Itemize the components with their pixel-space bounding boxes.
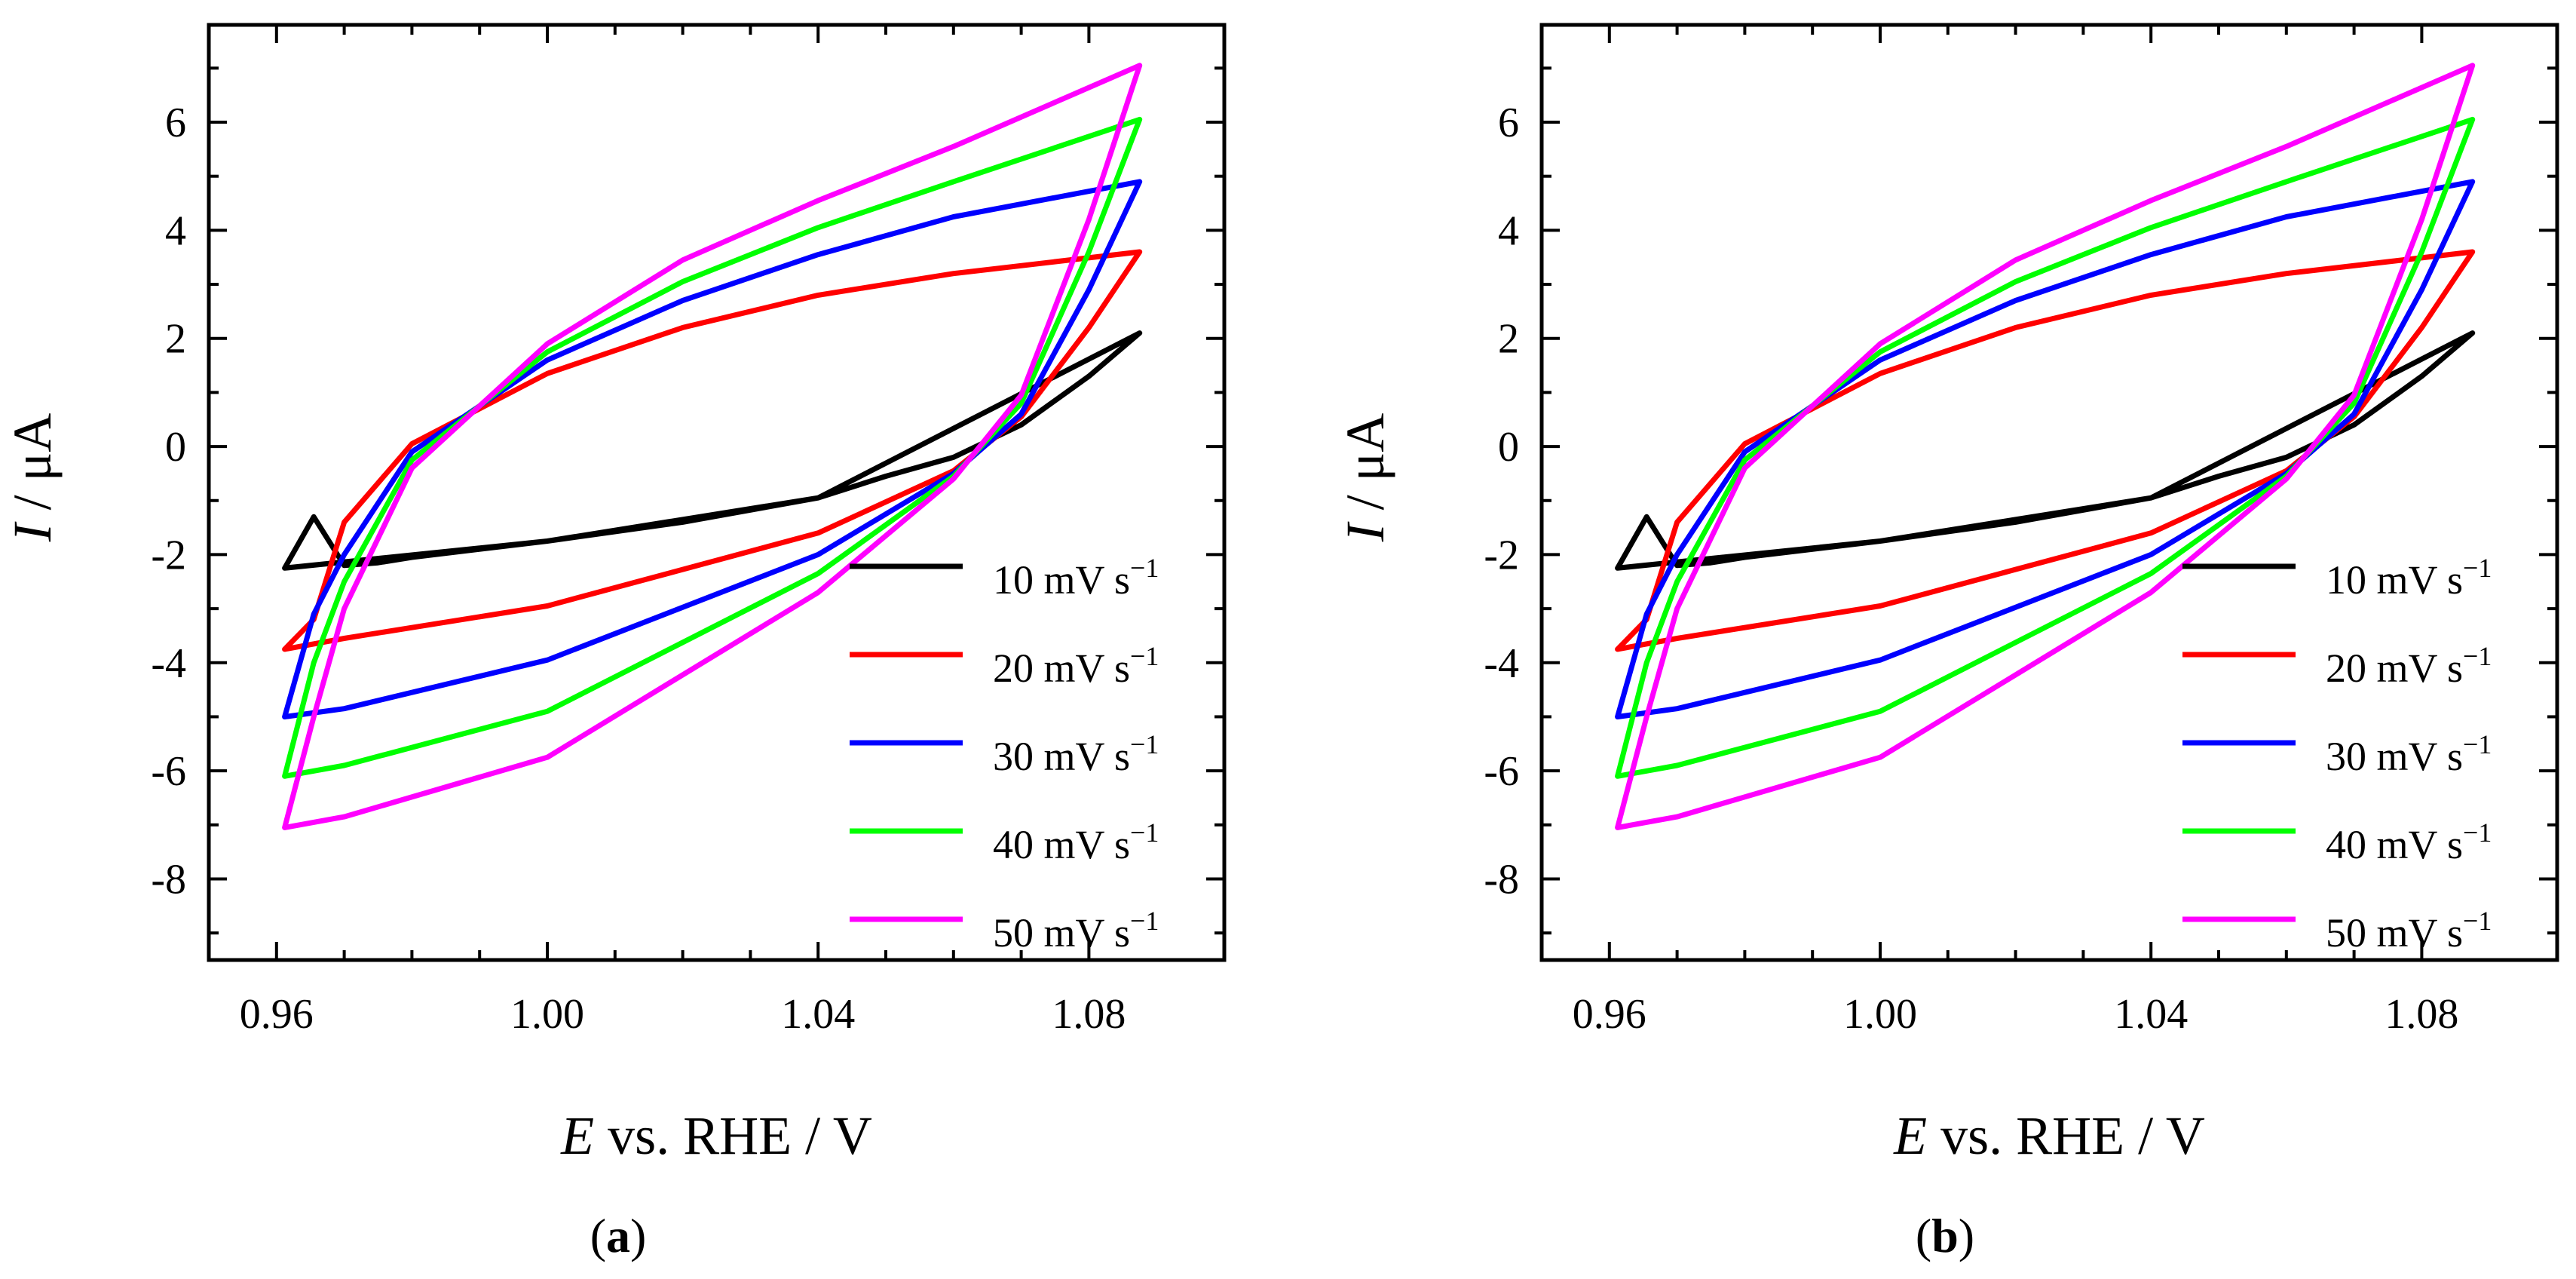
y-tick-label: 0 (1498, 424, 1519, 471)
legend-label-sup: −1 (1130, 729, 1159, 759)
x-tick-label: 1.08 (2385, 991, 2458, 1038)
y-tick-label: -6 (151, 748, 186, 795)
y-axis-label: I / μA (1335, 413, 1395, 543)
legend-label-sup: −1 (2463, 729, 2492, 759)
y-axis-label-var: I (1335, 521, 1395, 542)
legend-label-text: 30 mV s (993, 734, 1130, 779)
y-tick-label: 4 (1498, 207, 1519, 254)
x-axis-label: E vs. RHE / V (560, 1106, 872, 1166)
y-tick-label: 4 (165, 207, 186, 254)
series-line-50-mv (282, 63, 1143, 830)
series-line-10-mv (282, 330, 1143, 571)
legend-label-sup: −1 (2463, 553, 2492, 583)
chart-panel-b: 0.96 1.00 1.04 1.08 -8 -6 -4 -2 0 2 4 6 E vs. RHE / … (1335, 23, 2559, 1262)
legend-label: 50 mV s−1 (993, 906, 1159, 955)
y-tick-label: -4 (1484, 640, 1519, 687)
y-axis-label-var: I (2, 521, 63, 542)
legend-label-text: 10 mV s (993, 557, 1130, 603)
series-line-20-mv (1615, 249, 2476, 652)
y-axis-label: I / μA (2, 413, 63, 543)
y-tick-label: -4 (151, 640, 186, 687)
panel-label: (b) (1916, 1209, 1974, 1262)
y-tick-label: -8 (1484, 856, 1519, 903)
legend-label: 50 mV s−1 (2326, 906, 2492, 955)
panel-label-open: ( (590, 1209, 606, 1262)
plot-frame (207, 23, 1227, 962)
panel-label-close: ) (630, 1209, 646, 1262)
x-axis-label: E vs. RHE / V (1893, 1106, 2205, 1166)
x-tick-label: 0.96 (1573, 991, 1646, 1038)
legend-label: 40 mV s−1 (2326, 817, 2492, 867)
panel-label-letter: a (606, 1209, 630, 1262)
legend-label: 10 mV s−1 (993, 553, 1159, 603)
x-axis-label-text: vs. RHE / V (594, 1106, 872, 1166)
x-tick-label: 1.04 (781, 991, 855, 1038)
x-tick-label: 1.04 (2114, 991, 2188, 1038)
series-line-10-mv (1615, 330, 2476, 571)
y-tick-label: 2 (1498, 316, 1519, 363)
chart-panel-a: 0.96 1.00 1.04 1.08 -8 -6 -4 -2 0 2 4 6 E vs. RHE / … (2, 23, 1227, 1262)
legend-label-sup: −1 (2463, 906, 2492, 936)
legend-label-text: 40 mV s (993, 822, 1130, 867)
panel-label-letter: b (1931, 1209, 1959, 1262)
x-tick-label: 1.00 (1843, 991, 1917, 1038)
series-line-50-mv (1615, 63, 2476, 830)
series-line-20-mv (282, 249, 1143, 652)
legend-label-text: 50 mV s (993, 910, 1130, 955)
series-line-40-mv (1615, 116, 2476, 779)
y-tick-label: -2 (151, 532, 186, 578)
x-axis-label-text: vs. RHE / V (1927, 1106, 2205, 1166)
legend-label-text: 10 mV s (2326, 557, 2463, 603)
y-tick-label: 2 (165, 316, 186, 363)
y-axis-label-text: / μA (2, 413, 63, 524)
series-line-30-mv (1615, 179, 2476, 719)
panel-label: (a) (590, 1209, 647, 1262)
series-line-30-mv (282, 179, 1143, 719)
panel-label-open: ( (1916, 1209, 1931, 1262)
legend-label: 20 mV s−1 (993, 641, 1159, 691)
plot-frame (1539, 23, 2559, 962)
legend-label-text: 50 mV s (2326, 910, 2463, 955)
y-axis-label-text: / μA (1335, 413, 1395, 524)
legend-label-sup: −1 (1130, 641, 1159, 671)
legend-label: 20 mV s−1 (2326, 641, 2492, 691)
legend-label-text: 30 mV s (2326, 734, 2463, 779)
legend-label-text: 20 mV s (2326, 646, 2463, 691)
y-tick-label: -8 (151, 856, 186, 903)
x-tick-label: 1.08 (1052, 991, 1126, 1038)
panel-label-close: ) (1959, 1209, 1974, 1262)
y-tick-label: -6 (1484, 748, 1519, 795)
legend-label-sup: −1 (1130, 817, 1159, 848)
legend-label: 30 mV s−1 (993, 729, 1159, 779)
x-axis-label-var: E (560, 1106, 594, 1166)
legend-label-text: 20 mV s (993, 646, 1130, 691)
legend-label-sup: −1 (1130, 553, 1159, 583)
y-tick-label: 6 (1498, 100, 1519, 146)
x-axis-label-var: E (1893, 1106, 1927, 1166)
legend-label-sup: −1 (2463, 817, 2492, 848)
legend-label: 30 mV s−1 (2326, 729, 2492, 779)
legend-label-sup: −1 (1130, 906, 1159, 936)
x-tick-label: 1.00 (510, 991, 584, 1038)
y-tick-label: 6 (165, 100, 186, 146)
legend-label: 10 mV s−1 (2326, 553, 2492, 603)
legend-label: 40 mV s−1 (993, 817, 1159, 867)
series-line-40-mv (282, 116, 1143, 779)
legend-label-sup: −1 (2463, 641, 2492, 671)
x-tick-label: 0.96 (240, 991, 314, 1038)
y-tick-label: 0 (165, 424, 186, 471)
y-tick-label: -2 (1484, 532, 1519, 578)
legend-label-text: 40 mV s (2326, 822, 2463, 867)
